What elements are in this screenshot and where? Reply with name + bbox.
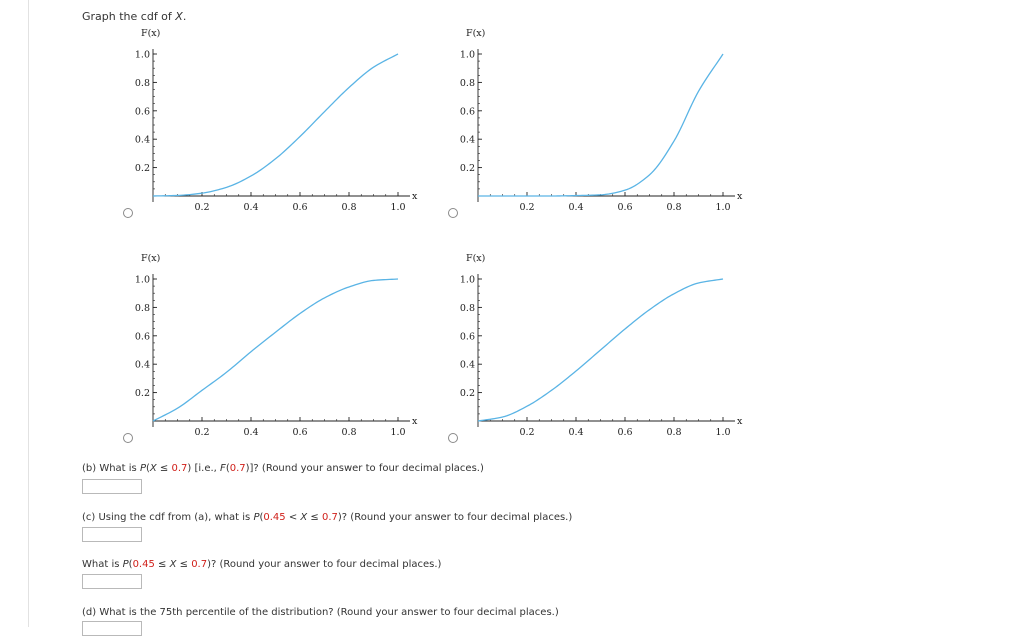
question-c2: What is P(0.45 ≤ X ≤ 0.7)? (Round your a…	[82, 559, 441, 570]
answer-d-input[interactable]	[82, 621, 142, 636]
x-tick-label: 0.8	[666, 427, 681, 438]
y-tick-label: 0.4	[135, 360, 150, 371]
question-c: (c) Using the cdf from (a), what is P(0.…	[82, 512, 572, 523]
y-tick-label: 0.6	[460, 331, 475, 342]
x-tick-label: 0.4	[243, 202, 258, 213]
x-tick-label: 0.8	[341, 202, 356, 213]
y-tick-label: 0.2	[135, 388, 150, 399]
answer-c2-input[interactable]	[82, 574, 142, 589]
y-tick-label: 0.2	[135, 163, 150, 174]
cdf-curve	[153, 279, 398, 421]
x-tick-label: 0.2	[194, 427, 209, 438]
y-tick-label: 0.2	[460, 388, 475, 399]
x-tick-label: 0.4	[243, 427, 258, 438]
x-tick-label: 0.2	[194, 202, 209, 213]
cdf-graph-c: 1.0 0.8 0.6 0.4 0.2 0.2 0.4 0.6 0.8 1.0 F(x) x	[118, 251, 428, 446]
cdf-graph-d: 1.0 0.8 0.6 0.4 0.2 0.2 0.4 0.6 0.8 1.0 F(x) x	[443, 251, 753, 446]
cdf-curve	[153, 54, 398, 196]
y-tick-label: 0.4	[460, 360, 475, 371]
x-tick-label: 1.0	[390, 202, 405, 213]
y-axis-label: F(x)	[141, 253, 160, 264]
question-b: (b) What is P(X ≤ 0.7) [i.e., F(0.7)]? (…	[82, 463, 484, 474]
y-tick-label: 0.4	[135, 135, 150, 146]
prompt-title: Graph the cdf of X.	[82, 10, 186, 23]
cdf-graph-b: 1.0 0.8 0.6 0.4 0.2 0.2 0.4 0.6 0.8 1.0 F(x) x	[443, 26, 753, 221]
x-tick-label: 0.4	[568, 202, 583, 213]
x-tick-label: 0.6	[292, 202, 307, 213]
x-tick-label: 0.4	[568, 427, 583, 438]
cdf-graph-a: 1.0 0.8 0.6 0.4 0.2 0.2 0.4 0.6 0.8 1.0 F(x) x	[118, 26, 428, 221]
y-tick-label: 0.8	[460, 303, 475, 314]
y-tick-label: 0.6	[135, 106, 150, 117]
answer-c-input[interactable]	[82, 527, 142, 542]
x-axis-label: x	[737, 416, 743, 427]
y-axis-label: F(x)	[466, 28, 485, 39]
x-axis-label: x	[412, 416, 418, 427]
y-tick-label: 1.0	[135, 275, 150, 286]
x-tick-label: 0.6	[617, 427, 632, 438]
y-tick-label: 0.8	[135, 78, 150, 89]
y-tick-label: 1.0	[135, 50, 150, 61]
y-tick-label: 0.8	[460, 78, 475, 89]
y-tick-label: 0.4	[460, 135, 475, 146]
cdf-curve	[478, 54, 723, 196]
left-margin-line	[28, 0, 29, 627]
x-tick-label: 0.2	[519, 427, 534, 438]
y-axis-label: F(x)	[141, 28, 160, 39]
question-d: (d) What is the 75th percentile of the d…	[82, 607, 559, 618]
y-tick-label: 0.6	[460, 106, 475, 117]
y-axis-label: F(x)	[466, 253, 485, 264]
x-axis-label: x	[412, 191, 418, 202]
answer-b-input[interactable]	[82, 479, 142, 494]
y-tick-label: 1.0	[460, 50, 475, 61]
x-axis-label: x	[737, 191, 743, 202]
y-tick-label: 0.2	[460, 163, 475, 174]
x-tick-label: 1.0	[390, 427, 405, 438]
y-tick-label: 0.8	[135, 303, 150, 314]
x-tick-label: 1.0	[715, 427, 730, 438]
x-tick-label: 0.2	[519, 202, 534, 213]
y-tick-label: 1.0	[460, 275, 475, 286]
x-tick-label: 1.0	[715, 202, 730, 213]
y-tick-label: 0.6	[135, 331, 150, 342]
x-tick-label: 0.6	[292, 427, 307, 438]
x-tick-label: 0.8	[341, 427, 356, 438]
x-tick-label: 0.6	[617, 202, 632, 213]
x-tick-label: 0.8	[666, 202, 681, 213]
